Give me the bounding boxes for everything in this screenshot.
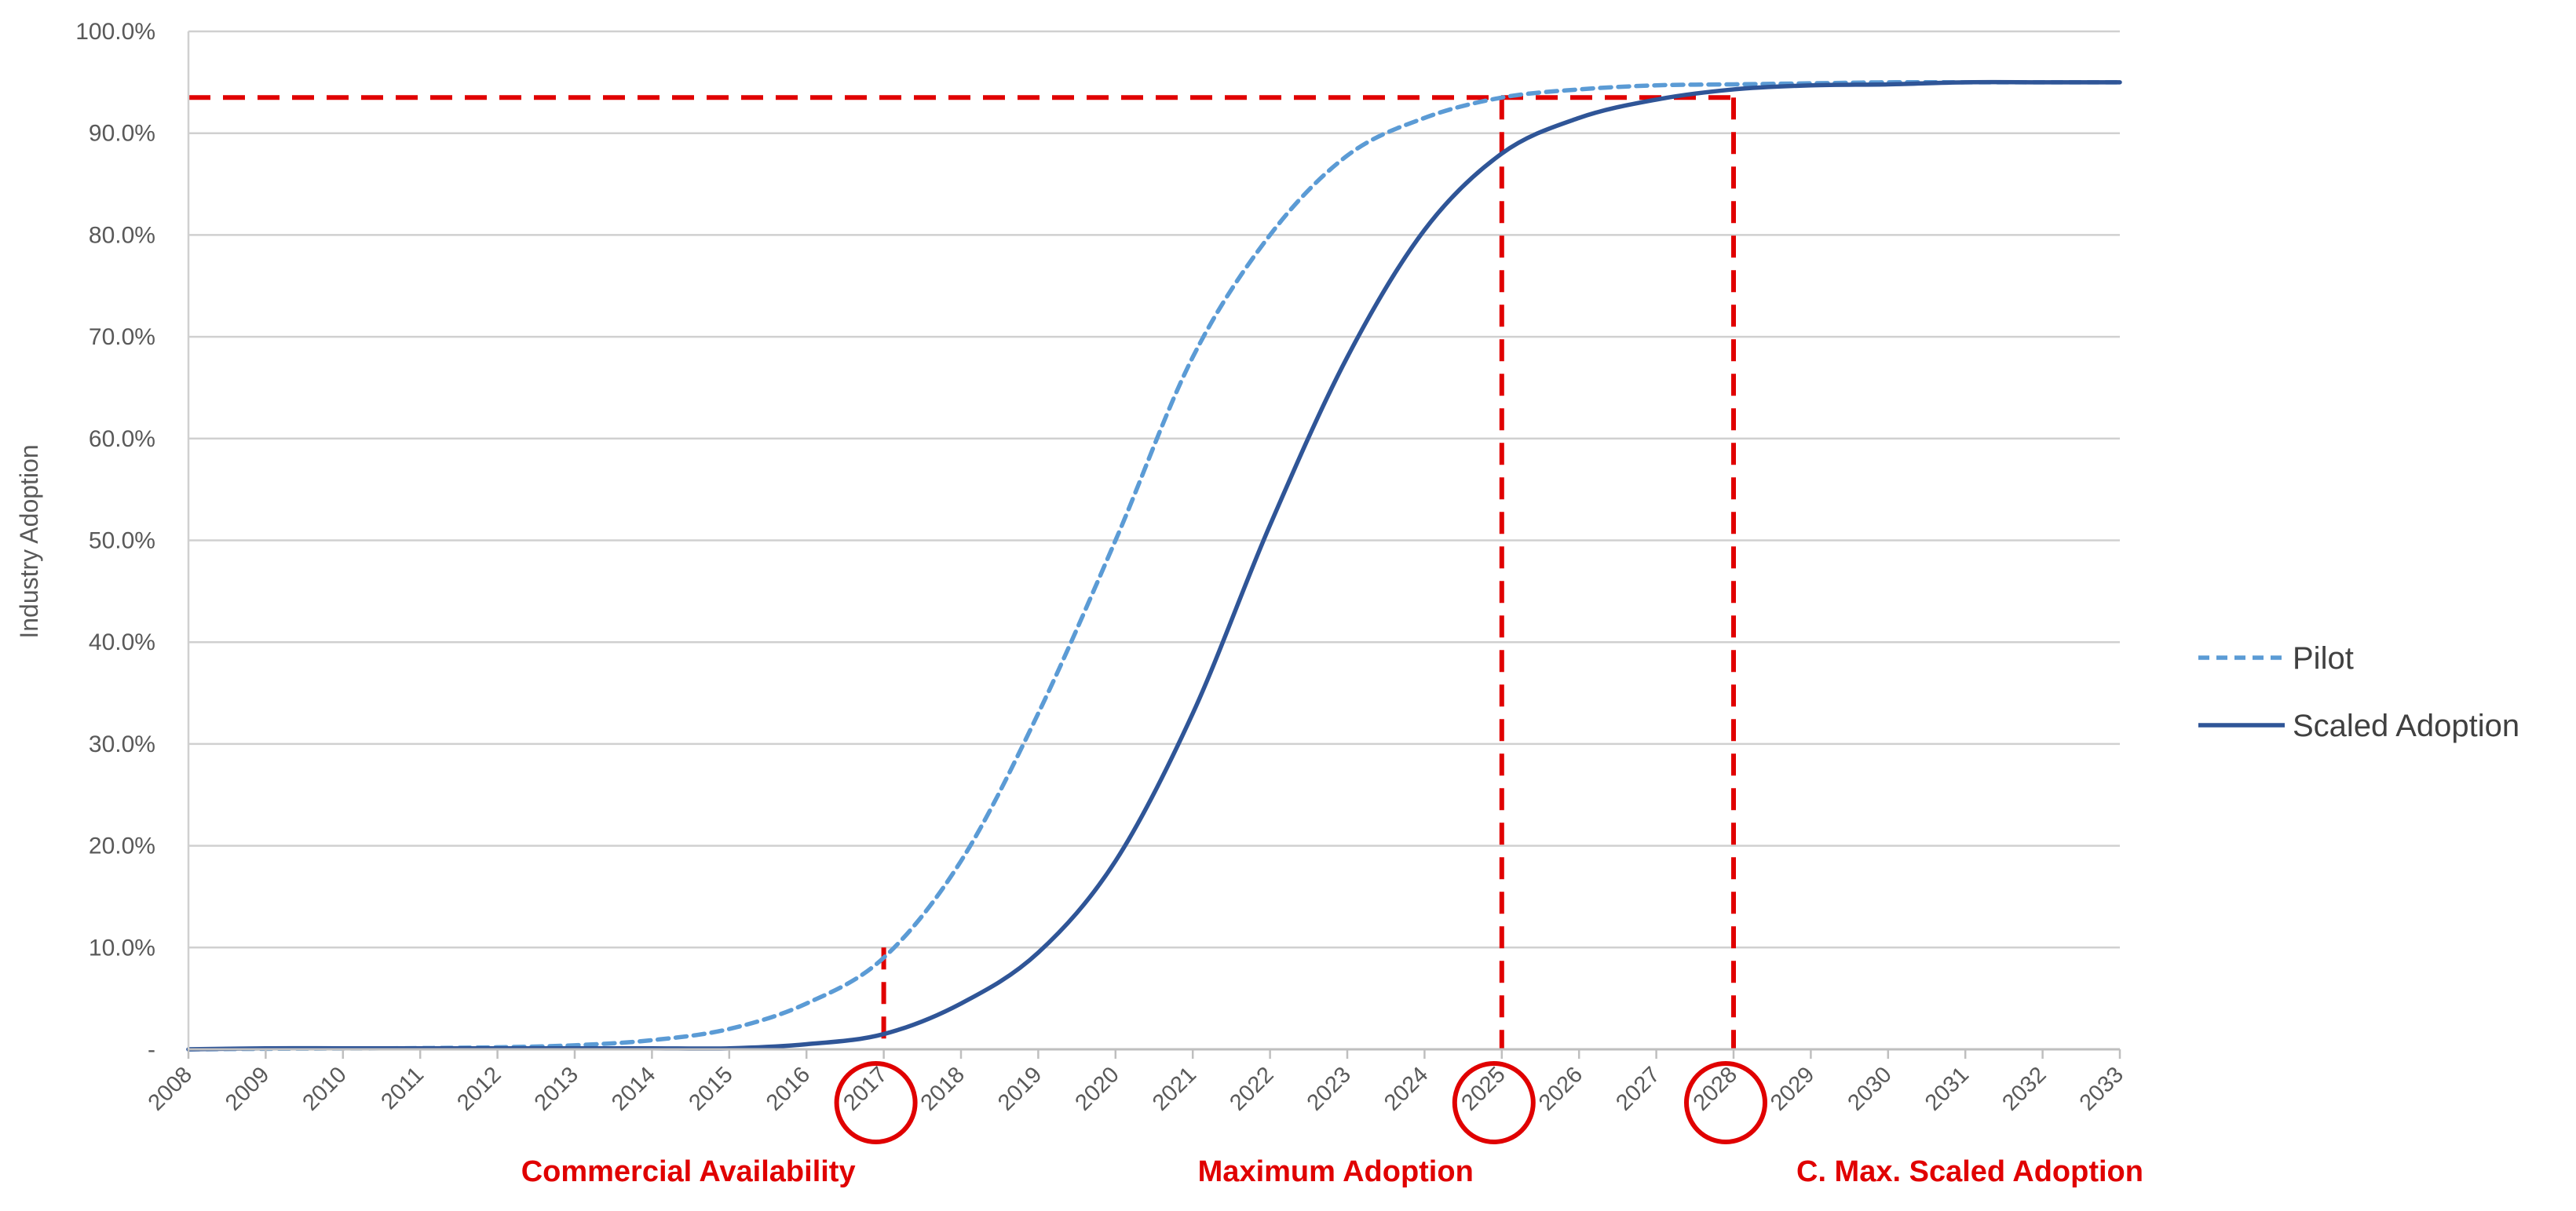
x-tick-label-2019: 2019 xyxy=(993,1062,1047,1115)
series-layer xyxy=(186,79,2122,1052)
y-tick-label-5: 50.0% xyxy=(89,528,155,554)
x-tick-label-2014: 2014 xyxy=(607,1062,660,1115)
legend-label-pilot: Pilot xyxy=(2293,641,2354,676)
x-tick-label-2025: 2025 xyxy=(1457,1062,1511,1115)
y-tick-label-1: 10.0% xyxy=(89,935,155,961)
y-axis-title: Industry Adoption xyxy=(15,444,43,638)
highlight-circle-2017 xyxy=(834,1061,918,1144)
x-tick-label-2023: 2023 xyxy=(1303,1062,1356,1115)
x-tick-label-2031: 2031 xyxy=(1920,1062,1974,1115)
grid-layer xyxy=(188,30,2120,1051)
series-line-scaled-adoption xyxy=(186,79,2122,1052)
y-tick-label-0: - xyxy=(148,1037,155,1063)
x-tick-label-2013: 2013 xyxy=(530,1062,583,1115)
y-tick-label-2: 20.0% xyxy=(89,833,155,859)
reference-lines xyxy=(188,95,1736,1049)
x-tick-label-2020: 2020 xyxy=(1071,1062,1124,1115)
y-tick-label-9: 90.0% xyxy=(89,121,155,147)
y-tick-label-8: 80.0% xyxy=(89,222,155,248)
x-tick-label-2030: 2030 xyxy=(1843,1062,1897,1115)
x-tick-label-2012: 2012 xyxy=(452,1062,506,1115)
x-tick-label-2017: 2017 xyxy=(839,1062,892,1115)
y-tick-label-6: 60.0% xyxy=(89,426,155,452)
x-tick-label-2010: 2010 xyxy=(298,1062,352,1115)
x-tick-label-2028: 2028 xyxy=(1689,1062,1742,1115)
legend: Pilot Scaled Adoption xyxy=(2198,641,2519,743)
x-tick-label-2008: 2008 xyxy=(144,1062,197,1115)
y-tick-label-3: 30.0% xyxy=(89,731,155,757)
highlight-circle-2025 xyxy=(1452,1061,1536,1144)
x-tick-label-2027: 2027 xyxy=(1611,1062,1664,1115)
annotation-2025: Maximum Adoption xyxy=(1198,1155,1474,1188)
y-tick-label-4: 40.0% xyxy=(89,629,155,655)
x-tick-label-2011: 2011 xyxy=(376,1062,429,1114)
x-tick-label-2015: 2015 xyxy=(685,1062,738,1115)
y-tick-label-10: 100.0% xyxy=(75,19,155,45)
x-tick-label-2022: 2022 xyxy=(1225,1062,1278,1115)
x-tick-label-2024: 2024 xyxy=(1379,1062,1433,1115)
x-tick-label-2009: 2009 xyxy=(221,1062,274,1115)
x-tick-label-2021: 2021 xyxy=(1148,1062,1201,1115)
y-tick-label-7: 70.0% xyxy=(89,324,155,350)
x-tick-label-2033: 2033 xyxy=(2075,1062,2128,1115)
x-tick-label-2032: 2032 xyxy=(1997,1062,2051,1115)
x-tick-label-2026: 2026 xyxy=(1534,1062,1588,1115)
annotations: Commercial Availability Maximum Adoption C… xyxy=(521,1061,2143,1188)
highlight-circle-2028 xyxy=(1684,1061,1767,1144)
x-tick-label-2016: 2016 xyxy=(762,1062,815,1115)
annotation-2017: Commercial Availability xyxy=(521,1155,856,1188)
x-tick-label-2029: 2029 xyxy=(1766,1062,1819,1115)
x-tick-label-2018: 2018 xyxy=(916,1062,970,1115)
series-line-pilot xyxy=(186,80,2122,1052)
annotation-2028: C. Max. Scaled Adoption xyxy=(1796,1155,2143,1188)
legend-label-scaled-adoption: Scaled Adoption xyxy=(2293,709,2519,743)
